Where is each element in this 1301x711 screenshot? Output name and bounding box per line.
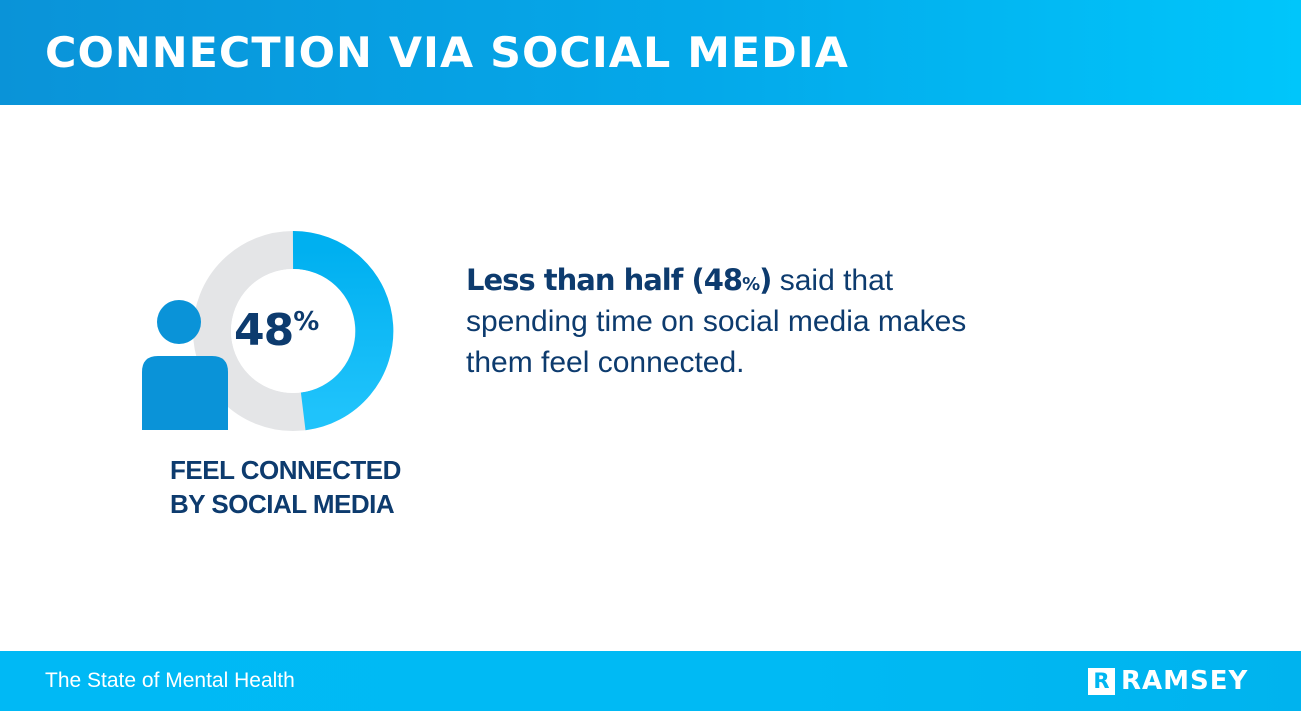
statement-text: Less than half (48%) said that spending … [466, 263, 967, 379]
header-banner: CONNECTION VIA SOCIAL MEDIA [0, 0, 1301, 105]
ramsey-logo: R RAMSEY [1088, 666, 1248, 696]
page-title: CONNECTION VIA SOCIAL MEDIA [45, 28, 849, 77]
brand-name: RAMSEY [1121, 666, 1249, 696]
footer-bar: The State of Mental Health R RAMSEY [0, 651, 1301, 711]
donut-value-arc [292, 230, 394, 431]
statement-emphasis: Less than half (48%) [466, 263, 772, 297]
report-title: The State of Mental Health [45, 669, 295, 692]
ramsey-logo-icon: R [1088, 667, 1115, 695]
donut-center-value: 48% [234, 305, 320, 356]
donut-chart [193, 230, 394, 431]
person-icon [142, 300, 228, 430]
stat-caption: FEEL CONNECTED BY SOCIAL MEDIA [170, 455, 401, 519]
